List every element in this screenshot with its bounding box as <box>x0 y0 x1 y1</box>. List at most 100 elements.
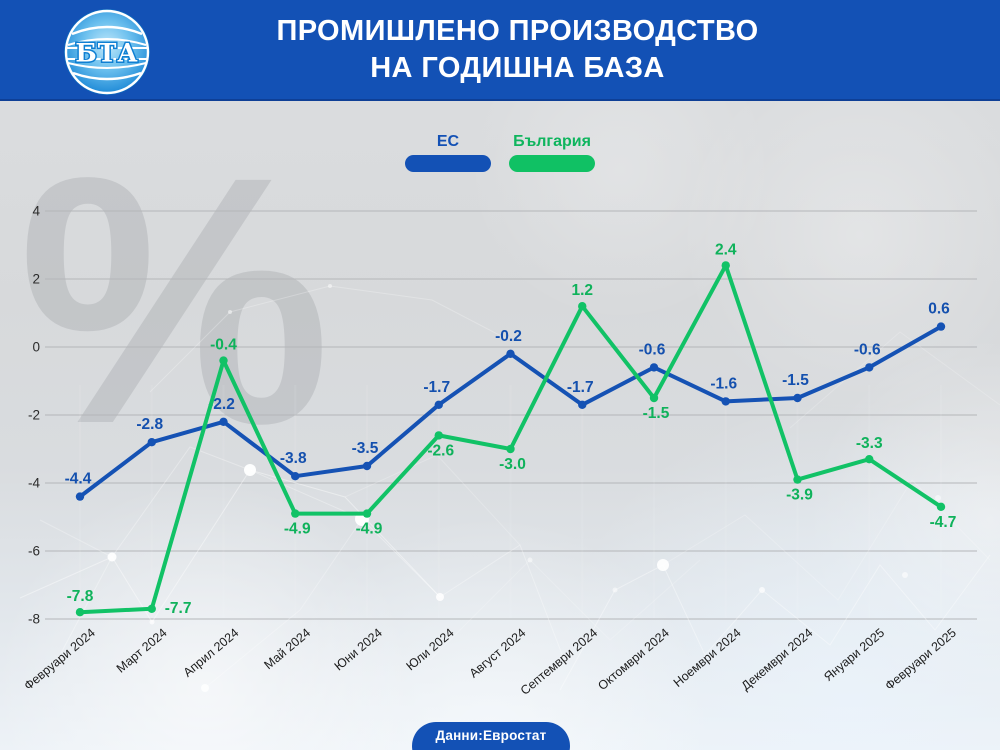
decor-line <box>39 519 113 558</box>
legend-item-bulgaria: България <box>509 133 595 179</box>
decor-dot <box>107 552 117 562</box>
data-point <box>793 393 802 403</box>
x-tick-label: Октомври 2024 <box>595 626 672 694</box>
data-point <box>865 455 874 464</box>
y-tick-label: -4 <box>28 476 40 491</box>
decor-dot <box>201 684 209 692</box>
data-point <box>721 261 730 270</box>
data-label: -2.8 <box>136 416 163 433</box>
source-badge: Данни:Евростат <box>412 722 570 750</box>
data-label: -1.7 <box>567 379 594 396</box>
data-label: -3.9 <box>786 487 813 504</box>
data-point <box>434 400 443 409</box>
x-tick-label: Януари 2025 <box>821 626 887 684</box>
data-point <box>219 356 228 365</box>
gridlines: 4 2 0 -2 -4 -6 -8 <box>28 204 977 627</box>
x-tick-label: Декември 2024 <box>739 626 816 694</box>
x-tick-label: Март 2024 <box>114 626 170 676</box>
x-tick-label: Юни 2024 <box>332 626 385 674</box>
bta-logo: БТА <box>64 9 150 95</box>
data-label: -1.6 <box>710 375 737 392</box>
data-point <box>75 608 85 617</box>
data-label: -2.6 <box>427 442 454 459</box>
decor-line <box>429 559 701 661</box>
data-label: 0.6 <box>928 301 950 318</box>
decor-dot <box>527 557 533 563</box>
series-bulgaria: -7.8 -7.7 -0.4 -4.9 -4.9 -2.6 -3.0 1.2 -1.5 2.4 -3… <box>67 241 957 616</box>
decor-line <box>344 454 521 546</box>
data-label: -2.2 <box>208 396 235 413</box>
data-label: -7.7 <box>165 600 192 617</box>
decor-dot <box>149 619 155 625</box>
x-tick-label: Септември 2024 <box>518 626 600 698</box>
header-bar: БТА ПРОМИШЛЕНО ПРОИЗВОДСТВО НА ГОДИШНА Б… <box>0 0 1000 101</box>
legend-label-bulgaria: България <box>513 133 591 150</box>
data-label: -4.7 <box>930 514 957 531</box>
decor-dot <box>328 284 332 288</box>
y-tick-label: -8 <box>28 612 40 627</box>
data-point <box>291 472 300 481</box>
data-label: 1.2 <box>571 282 593 299</box>
data-point <box>434 431 443 440</box>
data-point <box>506 349 515 358</box>
data-label: -0.4 <box>210 337 237 354</box>
data-point <box>362 509 372 518</box>
logo-text: БТА <box>75 39 138 68</box>
data-label: -0.6 <box>639 341 666 358</box>
data-point <box>362 461 372 471</box>
data-point <box>219 417 228 426</box>
data-point <box>865 363 874 372</box>
y-tick-label: 4 <box>32 204 40 219</box>
legend-swatch-eu <box>405 155 491 172</box>
data-point <box>147 604 156 613</box>
decor-dot <box>935 495 941 501</box>
y-tick-label: 2 <box>32 272 40 287</box>
decor-line <box>789 331 1000 429</box>
y-tick-label: -2 <box>28 408 40 423</box>
data-label: -3.5 <box>352 440 379 457</box>
x-axis-labels: Февруари 2024 Март 2024 Април 2024 Май 2024… <box>21 626 959 698</box>
data-point <box>721 397 730 406</box>
data-point <box>506 444 515 454</box>
data-label: -0.6 <box>854 341 881 358</box>
data-label: -1.5 <box>782 372 809 389</box>
data-label: -0.2 <box>495 328 522 345</box>
data-point <box>793 475 802 484</box>
data-point <box>936 322 946 331</box>
title-line-1: ПРОМИШЛЕНО ПРОИЗВОДСТВО <box>276 15 759 47</box>
decor-line <box>149 285 506 393</box>
decor-dot <box>657 559 669 571</box>
data-label: -4.9 <box>356 521 383 538</box>
decor-dot <box>228 310 232 314</box>
data-point <box>291 509 300 518</box>
x-tick-label: Февруари 2025 <box>882 626 959 693</box>
legend: ЕС България <box>0 133 1000 179</box>
x-tick-label: Май 2024 <box>261 626 313 673</box>
y-tick-label: -6 <box>28 544 40 559</box>
data-point <box>578 400 587 409</box>
y-tick-label: 0 <box>32 340 40 355</box>
x-tick-label: Април 2024 <box>181 626 242 680</box>
x-tick-label: Февруари 2024 <box>21 626 98 693</box>
data-point <box>649 393 659 403</box>
data-label: -1.7 <box>423 379 450 396</box>
x-tick-label: Август 2024 <box>467 626 529 681</box>
chart-title: ПРОМИШЛЕНО ПРОИЗВОДСТВО НА ГОДИШНА БАЗА <box>150 13 885 87</box>
x-tick-label: Юли 2024 <box>404 626 457 674</box>
percent-watermark: % <box>18 103 331 497</box>
data-label: -3.0 <box>499 456 526 473</box>
source-label: Данни:Евростат <box>435 728 547 743</box>
decor-line <box>59 446 251 656</box>
logo-globe <box>64 9 150 95</box>
data-label: -1.5 <box>643 405 670 422</box>
decor-dot <box>612 587 618 593</box>
decor-dot <box>436 593 444 601</box>
title-line-2: НА ГОДИШНА БАЗА <box>370 52 665 84</box>
data-label: -4.9 <box>284 521 311 538</box>
data-label: 2.4 <box>715 241 737 258</box>
decor-dot <box>902 572 908 578</box>
data-point <box>936 502 946 511</box>
x-tick-label: Ноември 2024 <box>671 626 744 690</box>
